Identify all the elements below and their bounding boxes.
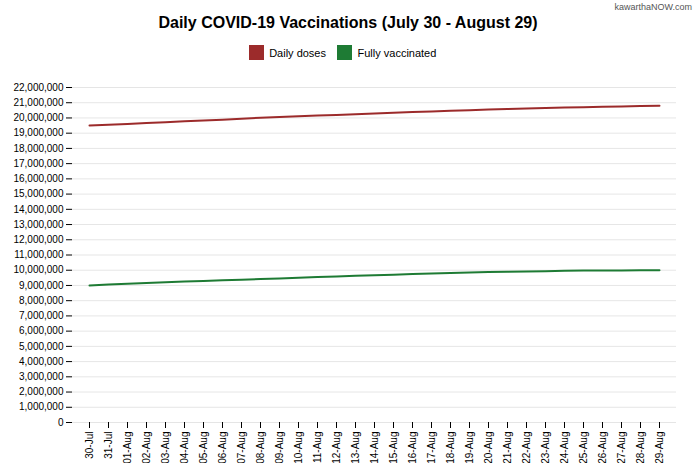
svg-text:14-Aug: 14-Aug xyxy=(369,431,380,463)
svg-text:4,000,000: 4,000,000 xyxy=(19,355,64,366)
svg-text:6,000,000: 6,000,000 xyxy=(19,325,64,336)
svg-text:15,000,000: 15,000,000 xyxy=(13,188,63,199)
svg-text:21-Aug: 21-Aug xyxy=(502,431,513,463)
svg-text:1,000,000: 1,000,000 xyxy=(19,401,64,412)
svg-text:13-Aug: 13-Aug xyxy=(350,431,361,463)
svg-text:19-Aug: 19-Aug xyxy=(464,431,475,463)
html-text:kawarthaNOW.com: kawarthaNOW.com xyxy=(614,2,692,12)
svg-text:3,000,000: 3,000,000 xyxy=(19,371,64,382)
svg-text:25-Aug: 25-Aug xyxy=(578,431,589,463)
html-text:Fully vaccinated: Fully vaccinated xyxy=(357,46,437,59)
svg-text:01-Aug: 01-Aug xyxy=(122,431,133,463)
svg-text:18-Aug: 18-Aug xyxy=(445,431,456,463)
svg-text:20,000,000: 20,000,000 xyxy=(13,112,63,123)
svg-text:13,000,000: 13,000,000 xyxy=(13,218,63,229)
svg-text:16-Aug: 16-Aug xyxy=(407,431,418,463)
svg-text:5,000,000: 5,000,000 xyxy=(19,340,64,351)
svg-text:08-Aug: 08-Aug xyxy=(255,431,266,463)
svg-text:31-Jul: 31-Jul xyxy=(103,431,114,458)
svg-text:23-Aug: 23-Aug xyxy=(540,431,551,463)
svg-text:11-Aug: 11-Aug xyxy=(312,431,323,463)
svg-text:28-Aug: 28-Aug xyxy=(635,431,646,463)
svg-text:2,000,000: 2,000,000 xyxy=(19,386,64,397)
svg-text:29-Aug: 29-Aug xyxy=(654,431,665,463)
html-text:Daily doses: Daily doses xyxy=(269,46,326,59)
svg-text:14,000,000: 14,000,000 xyxy=(13,203,63,214)
svg-text:19,000,000: 19,000,000 xyxy=(13,127,63,138)
svg-text:03-Aug: 03-Aug xyxy=(160,431,171,463)
svg-text:20-Aug: 20-Aug xyxy=(483,431,494,463)
svg-text:16,000,000: 16,000,000 xyxy=(13,173,63,184)
svg-text:8,000,000: 8,000,000 xyxy=(19,294,64,305)
svg-text:10-Aug: 10-Aug xyxy=(293,431,304,463)
svg-text:17-Aug: 17-Aug xyxy=(426,431,437,463)
svg-text:11,000,000: 11,000,000 xyxy=(14,249,64,260)
svg-text:21,000,000: 21,000,000 xyxy=(13,96,63,107)
html-text:Daily COVID-19 Vaccinations (J: Daily COVID-19 Vaccinations (July 30 - A… xyxy=(158,14,538,31)
svg-text:12-Aug: 12-Aug xyxy=(331,431,342,463)
svg-text:06-Aug: 06-Aug xyxy=(217,431,228,463)
svg-text:04-Aug: 04-Aug xyxy=(179,431,190,463)
svg-text:26-Aug: 26-Aug xyxy=(597,431,608,463)
svg-text:05-Aug: 05-Aug xyxy=(198,431,209,463)
svg-text:0: 0 xyxy=(58,416,64,427)
svg-text:7,000,000: 7,000,000 xyxy=(19,310,64,321)
svg-text:27-Aug: 27-Aug xyxy=(616,431,627,463)
svg-text:17,000,000: 17,000,000 xyxy=(13,157,63,168)
svg-text:07-Aug: 07-Aug xyxy=(236,431,247,463)
svg-text:15-Aug: 15-Aug xyxy=(388,431,399,463)
svg-text:9,000,000: 9,000,000 xyxy=(19,279,64,290)
svg-text:09-Aug: 09-Aug xyxy=(274,431,285,463)
svg-text:12,000,000: 12,000,000 xyxy=(13,233,63,244)
svg-text:30-Jul: 30-Jul xyxy=(84,431,95,458)
svg-text:24-Aug: 24-Aug xyxy=(559,431,570,463)
svg-text:18,000,000: 18,000,000 xyxy=(13,142,63,153)
svg-text:10,000,000: 10,000,000 xyxy=(13,264,63,275)
svg-text:22,000,000: 22,000,000 xyxy=(13,81,63,92)
svg-text:02-Aug: 02-Aug xyxy=(141,431,152,463)
svg-text:22-Aug: 22-Aug xyxy=(521,431,532,463)
